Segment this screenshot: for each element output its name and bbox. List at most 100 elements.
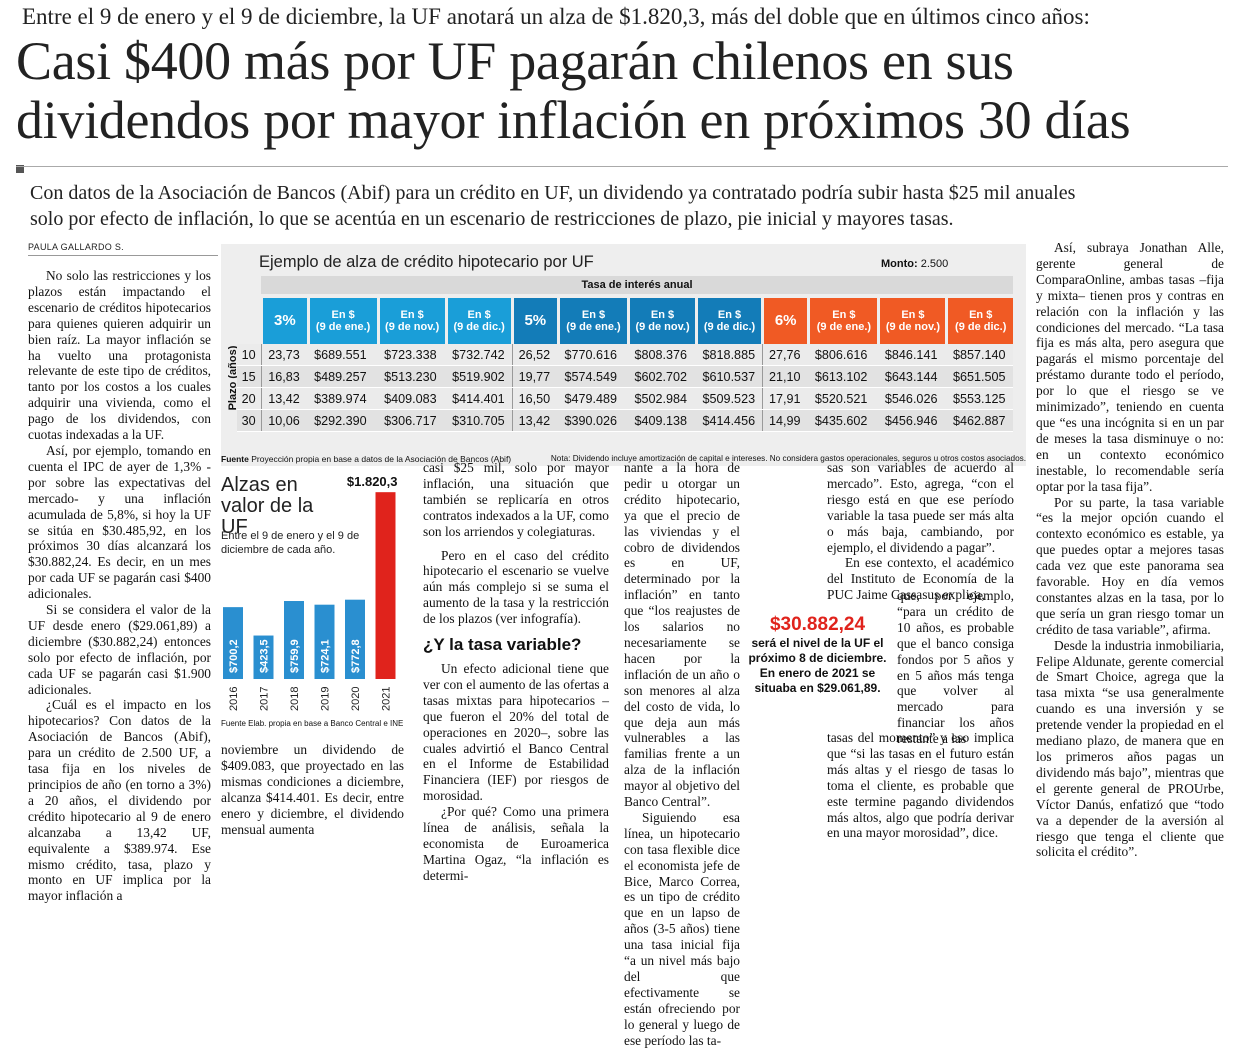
table-cell: $806.616: [808, 344, 879, 366]
table-cell: 23,73: [261, 344, 309, 366]
body-column-5-mid: que, por ejemplo, “para un crédito de 10…: [897, 588, 1014, 747]
rule-marker: [16, 165, 24, 173]
table-header-row: 3% En $ (9 de ene.) En $ (9 de nov.) En $ (9 d…: [237, 298, 1013, 344]
table-cell: $462.887: [946, 409, 1013, 432]
deck-line-2: solo por efecto de inflación, lo que se …: [30, 208, 954, 230]
column-header-line-2: (9 de nov.): [385, 321, 440, 333]
headline-line-1: Casi $400 más por UF pagarán chilenos en…: [16, 31, 1014, 91]
column-header-cell: En $ (9 de nov.): [376, 298, 447, 344]
chart-subtitle: Entre el 9 de enero y el 9 de diciembre …: [221, 530, 360, 556]
table-cell: $520.521: [808, 387, 879, 410]
table-row: 30 10,06 $292.390 $306.717 $310.705 13,42 $390…: [237, 409, 1013, 432]
column-header-cell: En $ (9 de nov.): [627, 298, 697, 344]
monto: Monto: 2.500: [881, 258, 948, 270]
column-header-line-2: (9 de ene.): [816, 321, 872, 333]
byline: PAULA GALLARDO S.: [28, 242, 124, 252]
col4-paragraph-1: nante a la hora de pedir u otorgar un cr…: [624, 460, 740, 810]
column-header-cell: En $ (9 de ene.): [556, 298, 629, 344]
column-header-line-1: En $: [581, 309, 606, 321]
column-header-line-1: En $: [717, 309, 742, 321]
plazo-cell: 30: [237, 409, 262, 432]
table-cell: 17,91: [761, 387, 809, 410]
headline: Casi $400 más por UF pagarán chilenos en…: [16, 31, 1131, 150]
infographic-source: Fuente Proyección propia en base a datos…: [221, 454, 511, 464]
table-cell: $818.885: [696, 344, 763, 366]
col4-paragraph-2: Siguiendo esa línea, un hipotecario con …: [624, 809, 740, 1048]
table-cell: $306.717: [378, 409, 447, 432]
infographic-note: Nota: Dividendo incluye amortización de …: [550, 454, 1026, 463]
table-cell: 13,42: [261, 387, 309, 410]
highlight-line-3: En enero de 2021 se: [759, 666, 876, 680]
table-cell: 26,52: [511, 344, 559, 366]
table-row: 15 16,83 $489.257 $513.230 $519.902 19,77 $574…: [237, 365, 1013, 388]
rates-infographic: Ejemplo de alza de crédito hipotecario p…: [221, 244, 1026, 466]
table-cell: $689.551: [308, 344, 379, 366]
col1-paragraph: Si se considera el valor de la UF desde …: [28, 602, 211, 697]
deck: Con datos de la Asociación de Bancos (Ab…: [30, 180, 1225, 232]
table-cell: $456.946: [878, 409, 947, 432]
header-corner: [237, 298, 262, 344]
col5-paragraph-2: En ese contexto, el académico del Instit…: [827, 555, 1014, 603]
rates-table: 3% En $ (9 de ene.) En $ (9 de nov.) En $ (9 d…: [237, 298, 1013, 432]
chart-source: Fuente Elab. propia en base a Banco Cent…: [221, 719, 404, 728]
table-row: 20 13,42 $389.974 $409.083 $414.401 16,50 $479…: [237, 387, 1013, 410]
table-cell: $502.984: [628, 387, 697, 410]
column-header-line-2: (9 de dic.): [955, 321, 1007, 333]
table-cell: $651.505: [946, 365, 1013, 388]
col1-paragraph: ¿Cuál es el impacto en los hipotecarios?…: [28, 697, 211, 904]
column-header-line-1: En $: [400, 309, 424, 321]
column-header-line-2: (9 de nov.): [885, 321, 941, 333]
table-cell: 16,50: [511, 387, 559, 410]
col3-paragraph-2: Pero en el caso del crédito hipotecario …: [423, 547, 609, 627]
body-column-5: sas son variables de acuerdo al mercado”…: [827, 460, 1014, 603]
col6-paragraph: Desde la industria inmobiliaria, Felipe …: [1036, 637, 1224, 860]
byline-rule: [28, 255, 218, 256]
table-cell: $414.401: [446, 387, 513, 410]
column-header-line-2: (9 de dic.): [453, 321, 505, 333]
table-cell: $513.230: [378, 365, 447, 388]
table-cell: $389.974: [308, 387, 379, 410]
plazo-cell: 10: [237, 344, 262, 366]
table-cell: $610.537: [696, 365, 763, 388]
column-header-cell: En $ (9 de nov.): [877, 298, 947, 344]
col3-paragraph-3: Un efecto adicional tiene que ver con el…: [423, 660, 609, 804]
body-column-2: noviembre un dividendo de $409.083, que …: [221, 742, 404, 837]
bar-2017: [253, 635, 274, 679]
column-header-line-1: En $: [331, 309, 355, 321]
bar-2021: [375, 492, 396, 679]
bar-value-label: $1.820,3: [347, 474, 398, 489]
table-cell: $409.138: [628, 409, 697, 432]
x-tick-label: 2017: [259, 687, 271, 711]
table-row: 10 23,73 $689.551 $723.338 $732.742 26,52 $770…: [237, 344, 1013, 366]
body-column-3: casi $25 mil, solo por mayor inflación, …: [423, 460, 609, 884]
highlight-line-1: será el nivel de la UF el: [751, 636, 884, 650]
column-header-cell: En $ (9 de dic.): [695, 298, 763, 344]
table-cell: $574.549: [558, 365, 629, 388]
col6-paragraph: Por su parte, la tasa variable “es la me…: [1036, 494, 1224, 637]
col5-paragraph-1: sas son variables de acuerdo al mercado”…: [827, 460, 1014, 555]
table-cell: $723.338: [378, 344, 447, 366]
x-tick-label: 2016: [228, 687, 240, 711]
table-cell: 21,10: [761, 365, 809, 388]
bar-2018: [284, 601, 304, 679]
x-tick-label: 2019: [320, 687, 332, 711]
col3-paragraph-4: ¿Por qué? Como una primera línea de anál…: [423, 804, 609, 883]
kicker: Entre el 9 de enero y el 9 de diciembre,…: [22, 4, 1090, 29]
headline-line-2: dividendos por mayor inflación en próxim…: [16, 90, 1131, 150]
table-cell: $435.602: [808, 409, 879, 432]
table-cell: $602.702: [628, 365, 697, 388]
table-cell: 19,77: [511, 365, 559, 388]
col6-paragraph: Así, subraya Jonathan Alle, gerente gene…: [1036, 240, 1224, 494]
bar-value-label: $759,9: [289, 639, 301, 673]
table-cell: $770.616: [558, 344, 629, 366]
x-tick-label: 2020: [350, 687, 362, 711]
table-cell: 10,06: [261, 409, 309, 432]
table-cell: $846.141: [878, 344, 947, 366]
bar-2019: [314, 604, 335, 679]
table-cell: 13,42: [511, 409, 559, 432]
highlight-line-2: próximo 8 de diciembre.: [748, 651, 887, 665]
table-cell: $409.083: [378, 387, 447, 410]
monto-value: 2.500: [920, 258, 949, 270]
table-cell: $310.705: [446, 409, 513, 432]
table-cell: $390.026: [558, 409, 629, 432]
